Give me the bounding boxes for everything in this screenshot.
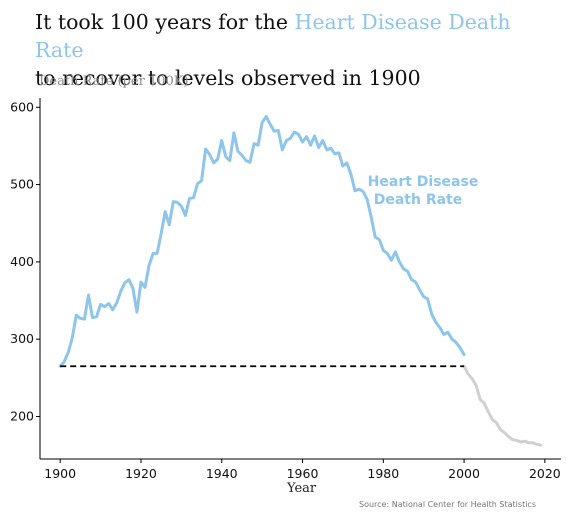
y-tick-label-300: 300 (10, 331, 34, 346)
y-tick-label-200: 200 (10, 408, 34, 423)
x-tick-label-1940: 1940 (206, 466, 238, 481)
x-tick-label-2020: 2020 (529, 466, 561, 481)
x-tick-label-1920: 1920 (125, 466, 157, 481)
series-annotation-line2: Death Rate (374, 192, 463, 208)
y-tick-label-400: 400 (10, 254, 34, 269)
x-tick-label-1900: 1900 (44, 466, 76, 481)
chart-title: It took 100 years for the Heart Disease … (35, 8, 565, 92)
title-line1-prefix: It took 100 years for the (35, 10, 295, 34)
x-axis-label: Year (287, 481, 317, 496)
series-line-heart-disease (58, 115, 466, 368)
title-highlight: Heart Disease Death Rate (35, 10, 511, 62)
title-line2: to recover to levels observed in 1900 (35, 66, 421, 90)
x-tick-label-1980: 1980 (367, 466, 399, 481)
x-tick-label-2000: 2000 (448, 466, 480, 481)
source-note: Source: National Center for Health Stati… (359, 500, 536, 509)
series-annotation-line1: Heart Disease (368, 174, 479, 190)
x-tick-label-1960: 1960 (287, 466, 319, 481)
y-tick-label-600: 600 (10, 99, 34, 114)
y-tick-label-500: 500 (10, 177, 34, 192)
y-axis-label: Death Rate (per 100K) (39, 74, 189, 89)
series-line-recent (462, 364, 543, 447)
